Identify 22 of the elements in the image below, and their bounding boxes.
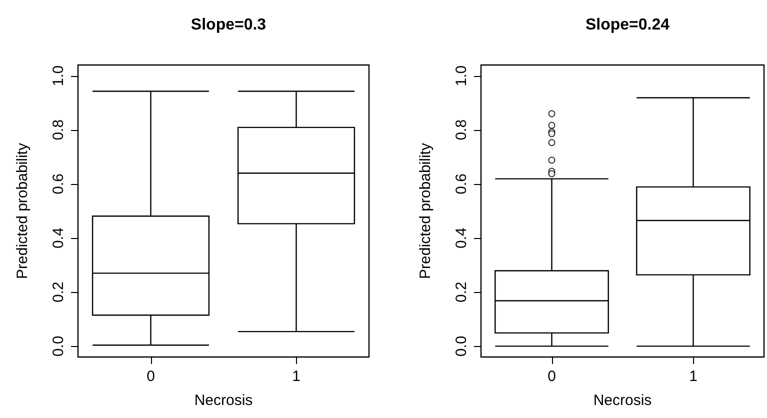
chart-title: Slope=0.3 (190, 16, 266, 34)
y-tick-label: 0.6 (50, 174, 67, 194)
y-tick-label: 0.4 (50, 228, 67, 248)
x-tick-label: 1 (689, 368, 698, 385)
y-axis-title: Predicted probability (417, 142, 434, 279)
chart-title: Slope=0.24 (585, 16, 670, 34)
y-tick-label: 0.8 (50, 119, 67, 140)
x-tick-label: 0 (146, 368, 155, 385)
y-tick-label: 0.2 (453, 282, 470, 303)
y-tick-label: 0.6 (453, 174, 470, 194)
y-tick-label: 0.0 (453, 336, 470, 357)
y-tick-label: 0.4 (453, 228, 470, 248)
y-tick-label: 1.0 (50, 65, 67, 86)
x-tick-label: 0 (548, 368, 556, 385)
y-axis-title: Predicted probability (14, 142, 31, 279)
y-tick-label: 0.8 (453, 119, 470, 140)
x-tick-label: 1 (292, 368, 300, 385)
x-axis-title: Necrosis (194, 392, 253, 409)
y-tick-label: 1.0 (453, 65, 470, 86)
x-axis-title: Necrosis (593, 392, 652, 409)
y-tick-label: 0.0 (50, 336, 67, 357)
y-tick-label: 0.2 (50, 282, 67, 303)
